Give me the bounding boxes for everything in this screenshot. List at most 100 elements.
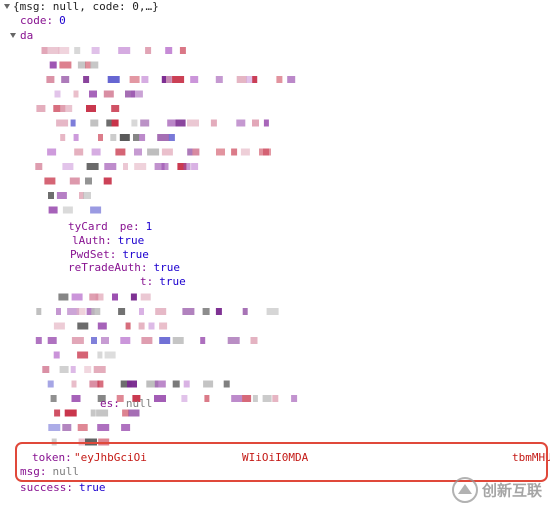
key[interactable]: da — [20, 29, 33, 42]
pixel-block — [175, 119, 186, 127]
pixel-block — [77, 351, 89, 359]
pixel-block — [154, 163, 165, 170]
row: t: true — [140, 275, 186, 288]
pixel-block — [287, 76, 296, 83]
value: null — [126, 397, 153, 410]
pixel-block — [60, 134, 66, 141]
pixel-block — [204, 395, 210, 402]
pixel-block — [125, 90, 135, 98]
pixel-block — [242, 395, 252, 402]
pixel-block — [56, 192, 67, 199]
pixel-block — [36, 105, 46, 112]
pixel-block — [111, 105, 120, 112]
pixel-block — [179, 47, 186, 54]
pixel-block — [95, 293, 104, 301]
value: true — [159, 275, 186, 288]
pixel-block — [138, 322, 145, 330]
pixel-block — [96, 409, 109, 417]
pixel-block — [62, 206, 73, 214]
pixel-block — [62, 424, 72, 431]
pixel-block — [128, 409, 140, 417]
pixel-block — [210, 119, 217, 127]
pixel-block — [263, 148, 271, 156]
pixel-block — [172, 380, 180, 388]
row: success: true — [20, 481, 105, 494]
pixel-block — [291, 395, 298, 402]
pixel-block — [70, 119, 76, 127]
pixel-block — [59, 366, 69, 373]
pixel-block — [141, 337, 153, 344]
pixel-block — [236, 119, 246, 127]
pixel-block — [60, 105, 73, 112]
pixel-block — [231, 395, 243, 402]
highlight-box — [15, 442, 548, 482]
row: code: 0 — [20, 14, 66, 27]
pixel-block — [58, 47, 70, 54]
pixel-block — [90, 61, 99, 69]
watermark-logo — [458, 484, 472, 494]
pixel-block — [90, 206, 102, 214]
key: es: — [100, 397, 120, 410]
pixel-block — [134, 148, 142, 156]
value: null — [53, 465, 80, 478]
pixel-block — [56, 308, 61, 315]
pixel-block — [181, 395, 188, 402]
pixel-block — [191, 163, 199, 170]
pixel-block — [85, 177, 92, 185]
row: reTradeAuth: true — [68, 261, 180, 274]
pixel-block — [252, 119, 259, 127]
expand-arrow[interactable] — [10, 33, 16, 38]
pixel-block — [250, 337, 258, 344]
pixel-block — [71, 293, 83, 301]
pixel-block — [48, 192, 54, 199]
pixel-block — [53, 105, 66, 112]
key: code: — [20, 14, 53, 27]
pixel-block — [187, 148, 195, 156]
pixel-block — [49, 61, 57, 69]
pixel-block — [120, 337, 131, 344]
pixel-block — [91, 308, 101, 315]
pixel-block — [132, 395, 141, 402]
pixel-block — [44, 177, 56, 185]
pixel-block — [56, 119, 69, 127]
pixel-block — [35, 163, 43, 170]
pixel-block — [73, 90, 79, 98]
pixel-block — [272, 395, 279, 402]
pixel-block — [147, 148, 160, 156]
pixel-block — [90, 119, 99, 127]
value: true — [79, 481, 106, 494]
pixel-block — [216, 148, 225, 156]
pixel-block — [110, 134, 117, 141]
pixel-block — [67, 308, 80, 315]
object-summary[interactable]: {msg: null, code: 0,…} — [13, 0, 159, 13]
pixel-block — [98, 134, 103, 141]
pixel-block — [86, 163, 99, 170]
pixel-block — [116, 395, 124, 402]
pixel-block — [46, 76, 55, 83]
pixel-block — [263, 119, 269, 127]
pixel-block — [123, 163, 128, 170]
pixel-block — [115, 148, 126, 156]
pixel-block — [86, 308, 95, 315]
pixel-block — [140, 293, 151, 301]
pixel-block — [231, 148, 238, 156]
pixel-block — [118, 47, 131, 54]
pixel-block — [91, 148, 101, 156]
pixel-block — [240, 148, 250, 156]
pixel-block — [91, 47, 100, 54]
pixel-block — [246, 76, 258, 83]
pixel-block — [64, 409, 77, 417]
pixel-block — [47, 148, 57, 156]
pixel-block — [71, 337, 84, 344]
pixel-block — [74, 47, 81, 54]
pixel-block — [121, 424, 131, 431]
pixel-block — [84, 366, 92, 373]
key: PwdSet: — [70, 248, 116, 261]
pixel-block — [103, 90, 114, 98]
pixel-block — [154, 395, 166, 402]
pixel-block — [129, 76, 140, 83]
pixel-block — [77, 322, 89, 330]
expand-arrow[interactable] — [4, 4, 10, 9]
pixel-block — [42, 366, 50, 373]
pixel-block — [74, 148, 84, 156]
